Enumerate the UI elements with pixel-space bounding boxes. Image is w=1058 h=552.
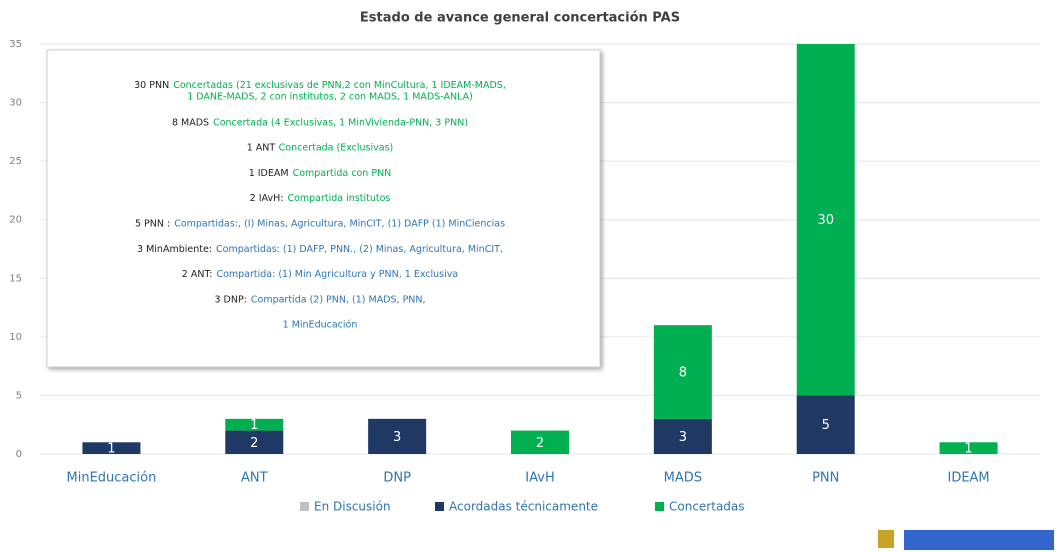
annotation-line: 5 PNN : Compartidas:, (I) Minas, Agricult… <box>135 218 505 229</box>
x-tick-label: ANT <box>241 471 268 486</box>
bar-segment <box>653 325 712 419</box>
annotation-text: Compartida: (1) Min Agricultura y PNN, 1… <box>216 269 458 280</box>
bar-segment <box>796 44 855 396</box>
legend-swatch <box>655 502 664 511</box>
legend-swatch <box>300 502 309 511</box>
data-label: 1 <box>964 442 972 457</box>
data-label: 2 <box>536 436 544 451</box>
annotation-line: 1 ANT Concertada (Exclusivas) <box>247 142 394 153</box>
data-label: 3 <box>679 430 687 445</box>
annotation-text: Compartida con PNN <box>293 167 392 178</box>
data-label: 5 <box>822 418 830 433</box>
annotation-lead: 30 PNN <box>134 80 169 91</box>
bar-segment <box>511 430 569 454</box>
chart-title: Estado de avance general concertación PA… <box>360 11 680 26</box>
x-tick-label: PNN <box>812 471 839 486</box>
bar-segment <box>225 430 284 454</box>
annotation-text: Concertada (Exclusivas) <box>279 142 394 153</box>
annotation-lead: 3 MinAmbiente: <box>137 243 212 254</box>
annotation-lead: 1 ANT <box>247 142 276 153</box>
bar-segment <box>796 395 855 454</box>
x-tick-label: MADS <box>664 471 702 486</box>
bar-segment <box>82 442 141 454</box>
y-tick-label: 20 <box>9 215 22 226</box>
x-tick-label: IAvH <box>525 471 554 486</box>
y-tick-label: 25 <box>9 156 22 167</box>
annotation-line: 8 MADS Concertada (4 Exclusivas, 1 MinViv… <box>172 117 468 128</box>
x-tick-label: IDEAM <box>947 471 989 486</box>
y-tick-label: 0 <box>16 449 22 460</box>
annotation-line: 1 IDEAM Compartida con PNN <box>249 167 392 178</box>
data-label: 8 <box>679 366 687 381</box>
data-label: 1 <box>107 442 115 457</box>
x-tick-label: MinEducación <box>67 471 157 486</box>
y-tick-label: 30 <box>9 98 22 109</box>
logo-emblem <box>878 530 894 548</box>
annotation-text: Concertadas (21 exclusivas de PNN,2 con … <box>173 80 506 91</box>
bar-segment <box>939 442 998 454</box>
annotation-lead: 3 DNP: <box>214 294 246 305</box>
annotation-box <box>46 49 601 368</box>
annotation-line: 3 MinAmbiente: Compartidas: (1) DAFP, PNN… <box>137 243 503 254</box>
legend-label: Concertadas <box>669 500 745 514</box>
data-label: 2 <box>250 436 258 451</box>
annotation-text: 1 MinEducación <box>283 319 358 330</box>
annotation-lead: 1 IDEAM <box>249 167 289 178</box>
bar-segment <box>225 418 284 431</box>
legend-label: En Discusión <box>314 500 391 514</box>
data-label: 30 <box>817 213 834 228</box>
bar-segment <box>368 418 427 454</box>
annotation-line: 2 ANT: Compartida: (1) Min Agricultura y … <box>182 269 458 280</box>
legend-swatch <box>435 502 444 511</box>
annotation-text: Compartida institutos <box>287 193 390 204</box>
annotation-lead: 2 ANT: <box>182 269 213 280</box>
annotation-lead: 8 MADS <box>172 117 209 128</box>
annotation-lead: 2 IAvH: <box>250 193 284 204</box>
annotation-text: Compartidas: (1) DAFP, PNN., (2) Minas, … <box>216 243 503 254</box>
logo <box>878 530 1054 550</box>
y-tick-label: 15 <box>9 273 22 284</box>
y-tick-label: 35 <box>9 39 22 50</box>
annotation-line: 2 IAvH: Compartida institutos <box>250 193 391 204</box>
annotation-text: Compartidas:, (I) Minas, Agricultura, Mi… <box>174 218 505 229</box>
annotation-lead: 5 PNN : <box>135 218 170 229</box>
annotation-line: 1 MinEducación <box>283 319 358 330</box>
annotation-line: 3 DNP: Compartida (2) PNN, (1) MADS, PNN, <box>214 294 425 305</box>
y-tick-label: 10 <box>9 332 22 343</box>
y-tick-label: 5 <box>16 390 22 401</box>
bar-segment <box>653 418 712 454</box>
logo-banner <box>904 530 1054 550</box>
data-label: 1 <box>250 418 258 433</box>
x-tick-label: DNP <box>383 471 411 486</box>
legend-label: Acordadas técnicamente <box>449 500 598 514</box>
annotation-line: 1 DANE-MADS, 2 con institutos, 2 con MAD… <box>187 92 473 103</box>
annotation-line: 30 PNN Concertadas (21 exclusivas de PNN,… <box>134 80 506 91</box>
annotation-text: Concertada (4 Exclusivas, 1 MinVivienda-… <box>213 117 468 128</box>
annotation-text: Compartida (2) PNN, (1) MADS, PNN, <box>251 294 426 305</box>
data-label: 3 <box>393 430 401 445</box>
